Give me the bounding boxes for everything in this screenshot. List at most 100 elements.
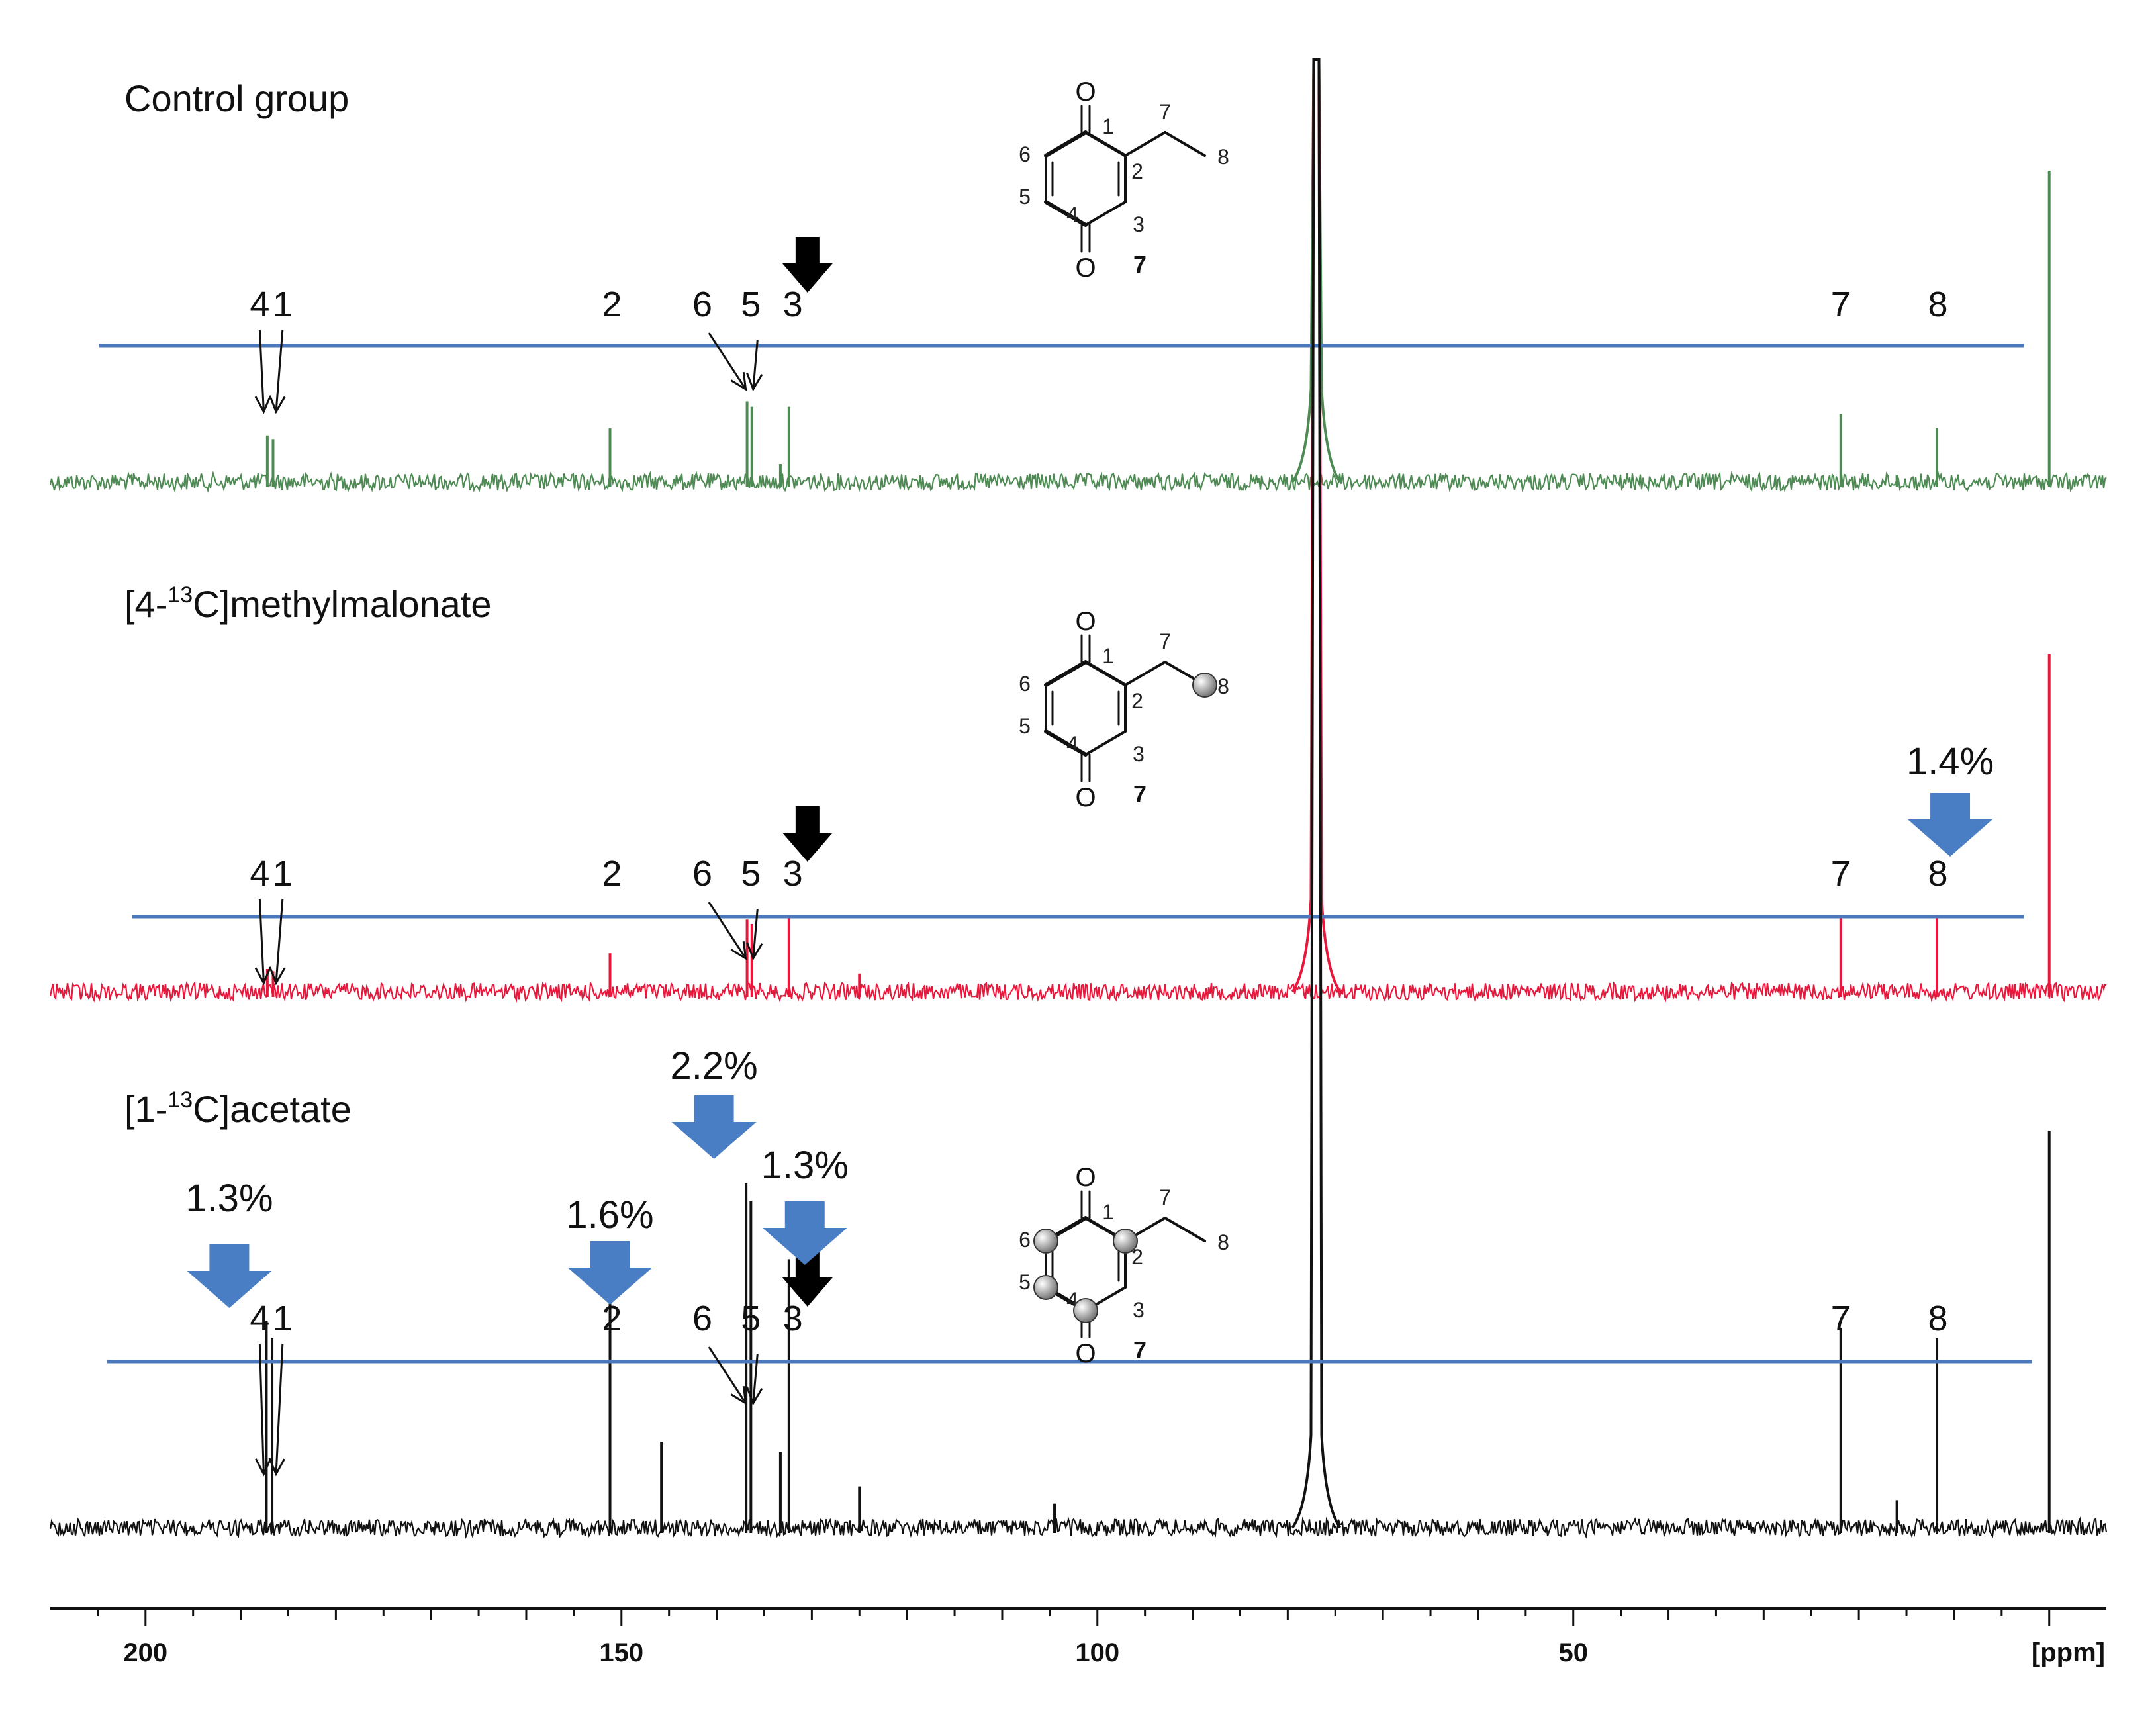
pointer-6: [708, 332, 747, 390]
bond-c2-c7: [1124, 661, 1166, 686]
molecule-structure: O O 7 12 3 4 5 6 7 8: [1019, 607, 1229, 812]
panel-title: [4-13C]methylmalonate: [124, 582, 492, 625]
pointer-4: [258, 1343, 265, 1475]
atom-number-8: 8: [1217, 674, 1229, 698]
pointer-1-head: [269, 395, 286, 414]
peak-label-5: 5: [741, 854, 761, 894]
bond-c4-c5: [1044, 200, 1088, 227]
peak-label-1: 1: [273, 854, 293, 894]
peak-label-7: 7: [1831, 1299, 1851, 1338]
peak-label-4: 4: [250, 1299, 269, 1338]
bond-c6-c1: [1044, 130, 1088, 158]
atom-number-7: 7: [1159, 629, 1171, 653]
peak-label-8: 8: [1928, 854, 1947, 894]
peak-label-7: 7: [1831, 854, 1851, 894]
atom-number-4: 4: [1066, 732, 1078, 756]
labeled-carbon-ball-4: [1073, 1298, 1098, 1323]
x-axis-unit-label: [ppm]: [2032, 1638, 2105, 1667]
atom-number-6: 6: [1019, 142, 1031, 166]
spectrum-baseline-noise: [49, 1516, 2108, 1540]
black-down-arrow: [782, 1251, 833, 1307]
oxygen-top: O: [1075, 1163, 1096, 1192]
atom-number-6: 6: [1019, 672, 1031, 696]
labeled-carbon-ball-8: [1192, 673, 1217, 698]
atom-number-2: 2: [1131, 160, 1143, 183]
atom-number-6: 6: [1019, 1228, 1031, 1252]
bond-c7-c8: [1164, 131, 1206, 157]
pointer-6: [708, 902, 747, 959]
pointer-4-head: [255, 1458, 272, 1477]
x-tick-label-200: 200: [123, 1638, 167, 1667]
pointer-1-head: [268, 1458, 285, 1477]
pointer-6-head: [730, 1386, 747, 1405]
atom-number-1: 1: [1102, 1200, 1114, 1224]
solvent-peak: [1291, 58, 1342, 483]
peak-label-4: 4: [250, 854, 269, 894]
atom-number-7: 7: [1159, 100, 1171, 124]
peak-label-8: 8: [1928, 285, 1947, 324]
oxygen-bottom: O: [1075, 1339, 1096, 1368]
spectrum-baseline-noise: [49, 980, 2107, 1003]
peak-label-5: 5: [741, 285, 761, 324]
bond-c1-c2: [1084, 130, 1127, 158]
atom-number-3: 3: [1133, 212, 1145, 236]
enrichment-arrow-c2: [567, 1241, 653, 1305]
enrichment-value-c4: 1.3%: [185, 1177, 273, 1220]
compound-label: 7: [1133, 780, 1147, 808]
compound-label: 7: [1133, 1336, 1147, 1364]
pointer-6-head: [730, 941, 747, 960]
atom-number-5: 5: [1019, 185, 1031, 209]
title-superscript: 13: [167, 1088, 193, 1113]
solvent-peak: [1291, 58, 1342, 993]
enrichment-value-c2: 1.6%: [566, 1193, 653, 1236]
pointer-1: [275, 329, 284, 412]
pointer-5: [752, 1353, 759, 1404]
pointer-5-head: [746, 1387, 763, 1406]
peak-label-1: 1: [273, 1299, 293, 1338]
pointer-1: [275, 898, 284, 984]
x-tick-label-100: 100: [1075, 1638, 1119, 1667]
atom-number-3: 3: [1133, 742, 1145, 766]
black-down-arrow: [782, 237, 833, 293]
ppm-axis: 200 150 100 50 [ppm]: [50, 1607, 2106, 1667]
bond-c4-c5: [1044, 729, 1088, 757]
bond-c1-c2: [1084, 660, 1127, 687]
x-tick-label-50: 50: [1558, 1638, 1588, 1667]
panel-title: [1-13C]acetate: [124, 1088, 352, 1130]
peak-label-5: 5: [741, 1299, 761, 1338]
atom-number-8: 8: [1217, 1230, 1229, 1254]
atom-number-5: 5: [1019, 714, 1031, 738]
pointer-1: [275, 1343, 284, 1475]
enrichment-value-c5: 1.3%: [761, 1144, 849, 1187]
atom-number-1: 1: [1102, 115, 1114, 138]
peak-label-6: 6: [692, 854, 712, 894]
atom-number-7: 7: [1159, 1185, 1171, 1209]
peak-label-8: 8: [1928, 1299, 1947, 1338]
pointer-6: [708, 1346, 747, 1404]
molecule-structure: O O 7 12 3 4 5 6 7 8: [1019, 77, 1229, 283]
enrichment-arrow-c6: [671, 1095, 757, 1159]
title-part: [4-: [124, 583, 167, 625]
title-part: [1-: [124, 1088, 167, 1130]
bond-c7-c8: [1164, 1217, 1206, 1242]
peak-label-6: 6: [692, 285, 712, 324]
solvent-peak: [1291, 58, 1342, 1529]
pointer-4: [258, 898, 265, 984]
panel-title: Control group: [124, 77, 349, 119]
oxygen-bottom: O: [1075, 783, 1096, 812]
pointer-4-head: [254, 966, 271, 986]
atom-number-2: 2: [1131, 689, 1143, 713]
pointer-6-head: [730, 372, 747, 391]
atom-number-2: 2: [1131, 1245, 1143, 1269]
peak-label-2: 2: [602, 854, 622, 894]
peak-label-4: 4: [250, 285, 269, 324]
peak-label-6: 6: [692, 1299, 712, 1338]
peak-label-2: 2: [602, 1299, 622, 1338]
atom-number-3: 3: [1133, 1298, 1145, 1322]
labeled-carbon-ball-2: [1113, 1229, 1138, 1254]
bond-c6-c1: [1044, 660, 1088, 687]
